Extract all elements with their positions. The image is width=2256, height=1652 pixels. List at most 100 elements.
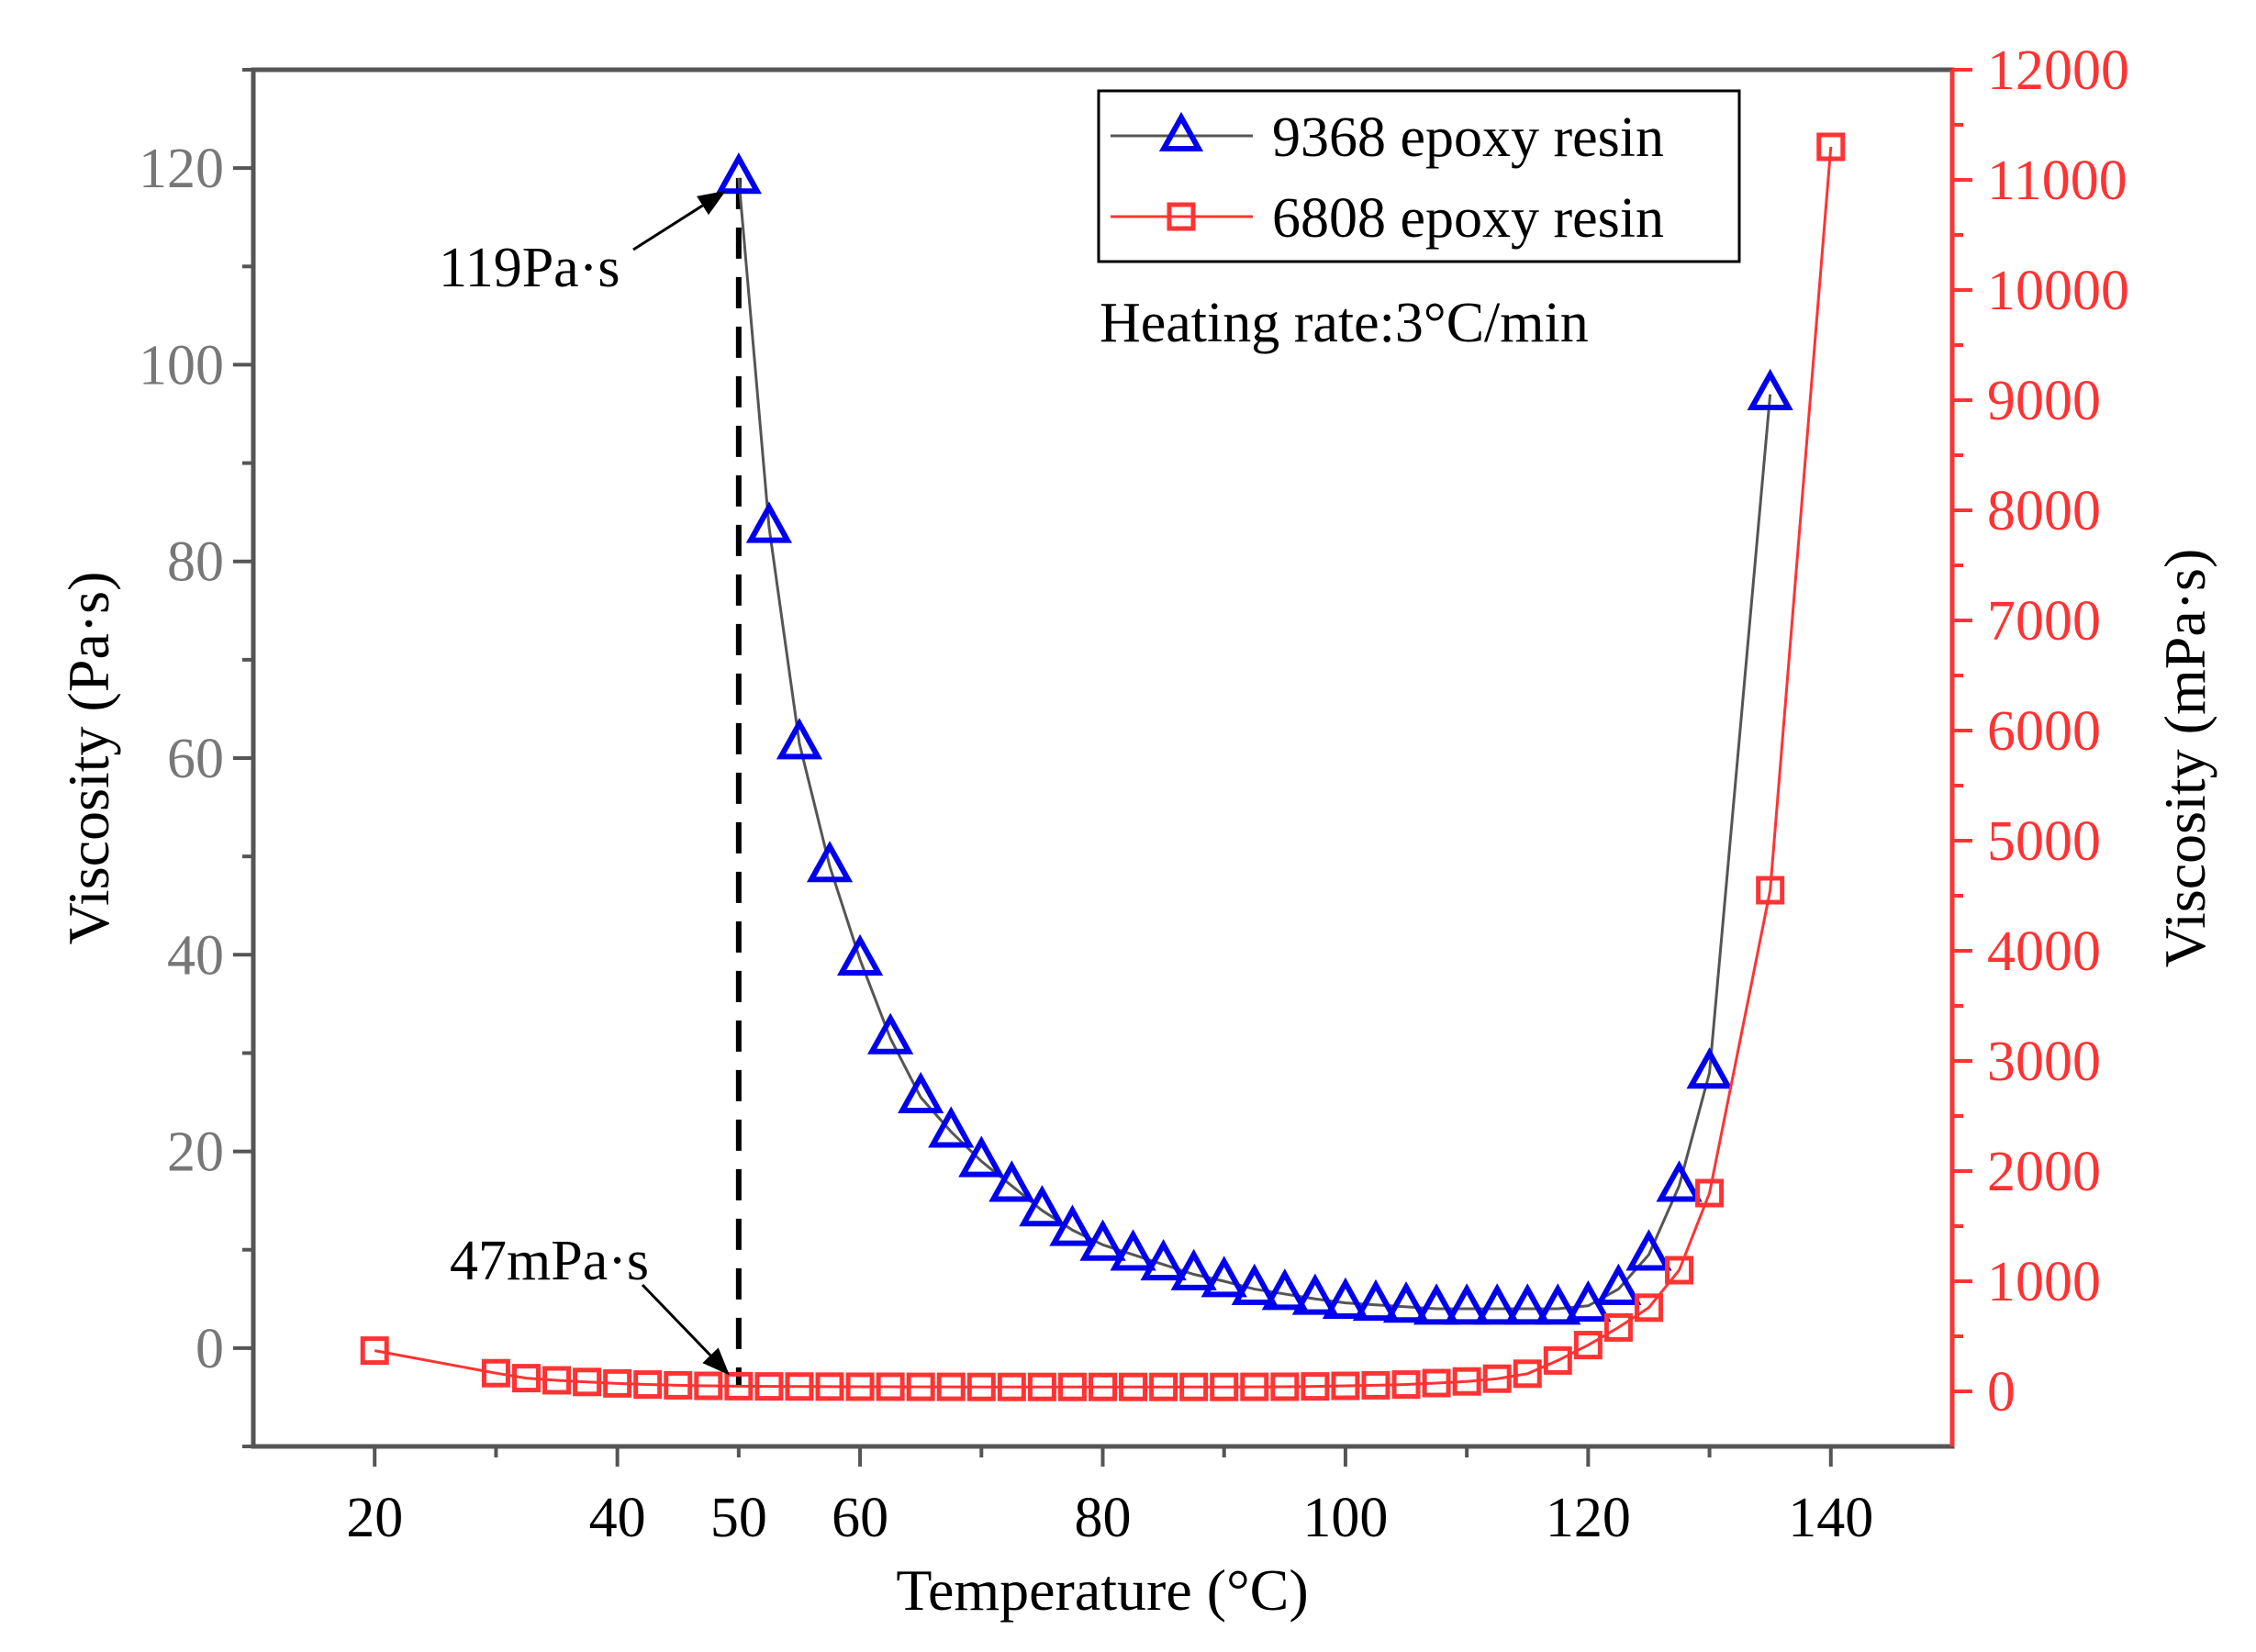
square-marker xyxy=(966,1372,996,1401)
square-marker xyxy=(1513,1359,1542,1389)
y-left-tick-label: 0 xyxy=(195,1318,224,1380)
y-right-tick-label: 11000 xyxy=(1987,150,2128,212)
square-marker xyxy=(511,1364,541,1393)
square-marker xyxy=(1270,1372,1300,1401)
triangle-marker xyxy=(867,1012,914,1055)
y-left-tick-label: 80 xyxy=(167,531,224,594)
square-marker xyxy=(906,1372,935,1401)
y-right-tick-label: 8000 xyxy=(1987,480,2101,542)
triangle-marker xyxy=(898,1071,944,1114)
x-tick-label: 80 xyxy=(1075,1487,1132,1549)
square-marker xyxy=(845,1372,875,1401)
square-marker xyxy=(542,1366,572,1395)
triangle-marker xyxy=(1170,1248,1217,1290)
square-marker xyxy=(1573,1331,1603,1360)
heating-rate-note: Heating rate:3°C/min xyxy=(1100,292,1589,354)
square-marker xyxy=(481,1358,510,1388)
right-axis-ticks: 0 1000 2000 3000 4000 5000 6000 7000 8000 9000 100… xyxy=(1952,39,2129,1423)
triangle-marker xyxy=(1504,1283,1551,1325)
square-marker xyxy=(1634,1293,1663,1323)
square-marker xyxy=(603,1368,632,1398)
triangle-marker xyxy=(1535,1283,1581,1325)
x-tick-label: 20 xyxy=(346,1487,403,1549)
y-left-tick-label: 120 xyxy=(139,138,224,200)
square-marker xyxy=(573,1367,602,1397)
square-marker xyxy=(1422,1368,1451,1398)
square-marker xyxy=(997,1372,1026,1401)
square-marker xyxy=(1119,1372,1148,1401)
triangle-marker xyxy=(1686,1047,1733,1089)
square-marker xyxy=(1756,876,1785,905)
x-axis-ticks: 20 40 50 60 80 100 120 140 xyxy=(346,1446,1873,1549)
x-tick-label: 60 xyxy=(832,1487,888,1549)
triangle-marker xyxy=(1110,1229,1156,1271)
square-marker xyxy=(1695,1178,1725,1208)
y-left-tick-label: 60 xyxy=(167,728,224,790)
triangle-marker xyxy=(1322,1277,1369,1319)
legend-marker-square xyxy=(1167,202,1196,231)
square-marker xyxy=(754,1372,784,1401)
legend-box xyxy=(1097,89,1741,263)
square-marker xyxy=(360,1336,389,1366)
triangle-marker xyxy=(1019,1185,1066,1227)
triangle-marker xyxy=(1261,1268,1308,1311)
y-right-tick-label: 12000 xyxy=(1987,39,2129,102)
legend-label-6808: 6808 epoxy resin xyxy=(1272,187,1664,250)
square-marker xyxy=(1179,1372,1209,1401)
legend-label-9368: 9368 epoxy resin xyxy=(1272,106,1664,169)
series-line-1 xyxy=(374,146,1833,1389)
triangle-marker xyxy=(1352,1278,1400,1322)
square-marker xyxy=(694,1371,723,1401)
triangle-marker xyxy=(1201,1256,1247,1298)
square-marker xyxy=(1361,1370,1390,1400)
y-right-tick-label: 10000 xyxy=(1987,260,2129,322)
square-marker xyxy=(1301,1372,1330,1401)
triangle-marker xyxy=(1231,1263,1278,1305)
y-right-tick-label: 0 xyxy=(1987,1361,2016,1423)
square-marker xyxy=(1057,1372,1087,1401)
y-left-tick-label: 20 xyxy=(167,1122,224,1184)
triangle-marker xyxy=(836,933,884,977)
min-annotation: 47mPa·s xyxy=(450,1230,649,1292)
triangle-marker xyxy=(1444,1283,1491,1325)
y-right-tick-label: 2000 xyxy=(1987,1141,2101,1203)
square-marker xyxy=(724,1371,754,1401)
triangle-marker xyxy=(1595,1263,1642,1305)
peak-annotation: 119Pa·s xyxy=(439,237,620,299)
triangle-marker xyxy=(1625,1229,1672,1271)
peak-arrowhead xyxy=(697,190,726,216)
left-axis-title: Viscosity (Pa·s) xyxy=(56,572,121,945)
triangle-marker xyxy=(1747,368,1793,410)
square-marker xyxy=(1543,1345,1572,1375)
x-tick-label: 100 xyxy=(1302,1487,1388,1549)
left-axis-ticks: 0 20 40 60 80 100 120 xyxy=(139,68,253,1448)
square-marker xyxy=(1665,1256,1694,1285)
triangle-marker xyxy=(1079,1219,1126,1261)
legend-marker-triangle xyxy=(1158,111,1204,151)
square-marker xyxy=(1816,132,1846,162)
triangle-marker xyxy=(715,152,762,195)
y-right-tick-label: 4000 xyxy=(1987,921,2101,983)
triangle-marker xyxy=(1291,1273,1338,1315)
square-marker xyxy=(936,1372,966,1401)
triangle-marker xyxy=(988,1160,1035,1202)
square-marker xyxy=(1482,1364,1512,1393)
triangle-marker xyxy=(776,718,823,760)
y-left-tick-label: 40 xyxy=(167,924,224,987)
x-tick-label: 120 xyxy=(1546,1487,1631,1549)
x-tick-label: 140 xyxy=(1788,1487,1873,1549)
square-marker xyxy=(1452,1367,1481,1396)
series-layer xyxy=(360,132,1846,1401)
triangle-marker xyxy=(1140,1239,1187,1281)
y-left-tick-label: 100 xyxy=(139,334,224,396)
square-marker xyxy=(633,1370,663,1400)
x-axis-title: Temperature (°C) xyxy=(896,1557,1308,1623)
y-right-tick-label: 6000 xyxy=(1987,700,2101,763)
triangle-marker xyxy=(928,1106,975,1148)
triangle-marker xyxy=(958,1135,1005,1178)
square-marker xyxy=(785,1372,814,1401)
triangle-marker xyxy=(1474,1283,1521,1325)
triangle-marker xyxy=(1413,1283,1460,1325)
triangle-marker xyxy=(1049,1204,1096,1246)
